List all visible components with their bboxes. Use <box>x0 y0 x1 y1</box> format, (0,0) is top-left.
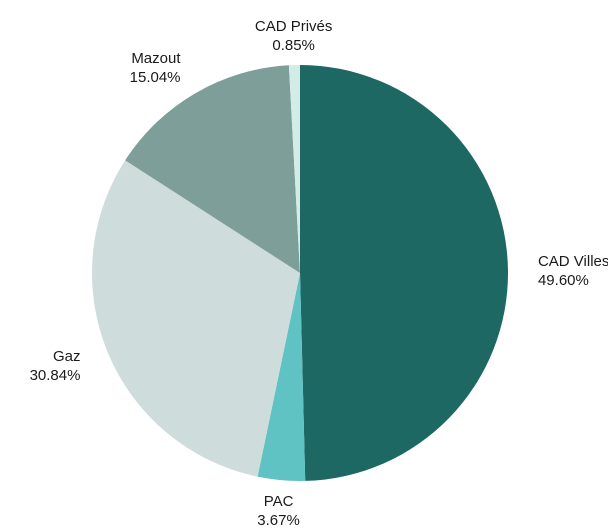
slice-label-name: CAD Privés <box>255 18 333 35</box>
slice-label-name: Mazout <box>131 50 181 67</box>
pie-slice-gaz <box>91 160 300 477</box>
slice-label-pac: PAC 3.67% <box>257 493 300 529</box>
slice-label-value: 15.04% <box>130 69 181 86</box>
slice-label-value: 49.60% <box>538 272 589 289</box>
pie-labels: CAD Villes 49.60% PAC 3.67% Gaz 30.84% Mazout 1… <box>30 18 608 529</box>
slice-label-name: Gaz <box>53 348 81 365</box>
slice-label-cad-villes: CAD Villes 49.60% <box>538 253 608 289</box>
slice-label-name: CAD Villes <box>538 253 608 270</box>
pie-slice-cad-prives <box>288 65 300 273</box>
slice-label-name: PAC <box>264 493 294 510</box>
slice-label-value: 0.85% <box>272 37 315 54</box>
pie-slices <box>91 65 509 481</box>
slice-label-value: 3.67% <box>257 512 300 529</box>
slice-label-mazout: Mazout 15.04% <box>130 50 182 86</box>
slice-label-value: 30.84% <box>30 367 81 384</box>
slice-label-cad-prives: CAD Privés 0.85% <box>255 18 333 54</box>
slice-label-gaz: Gaz 30.84% <box>30 348 81 384</box>
pie-slice-pac <box>257 273 306 481</box>
pie-slice-cad-villes <box>300 65 509 481</box>
pie-slice-mazout <box>125 65 300 273</box>
